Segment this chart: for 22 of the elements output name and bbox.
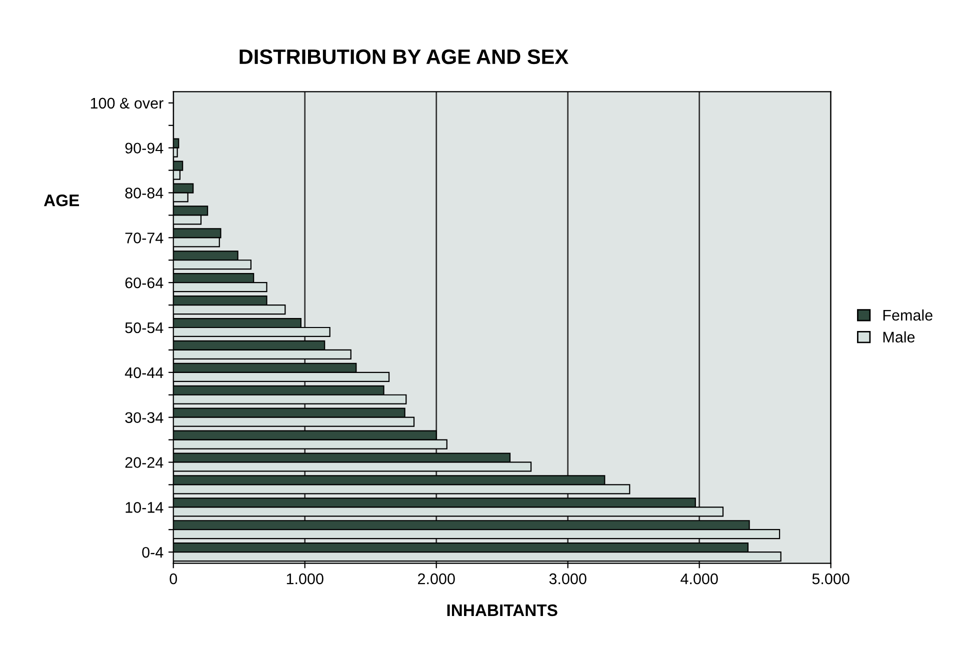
y-tick-label: 80-84	[125, 188, 164, 198]
y-tick-label: 10-14	[126, 502, 164, 513]
x-tick-label: 0	[170, 573, 178, 584]
y-tick-label: 30-34	[125, 412, 164, 424]
y-tick-label: 50-54	[125, 322, 164, 334]
x-tick-label: 1.000	[286, 573, 324, 584]
y-axis-title: AGE	[44, 194, 80, 206]
y-tick-label: 0-4	[142, 546, 164, 558]
x-tick-label: 5.000	[812, 573, 850, 584]
legend-label: Male	[883, 331, 915, 343]
x-axis-title: INHABITANTS	[447, 604, 558, 616]
y-tick-label: 70-74	[125, 232, 164, 244]
x-tick-label: 2.000	[418, 573, 455, 584]
y-tick-label: 20-24	[125, 457, 164, 468]
x-tick-label: 4.000	[680, 573, 718, 584]
y-tick-label: 40-44	[124, 367, 164, 378]
y-tick-label: 100 & over	[90, 98, 164, 109]
y-tick-label: 90-94	[125, 142, 164, 154]
y-tick-label: 60-64	[125, 277, 164, 288]
x-tick-label: 3.000	[549, 573, 586, 584]
chart-title: DISTRIBUTION BY AGE AND SEX	[240, 49, 568, 64]
legend-label: Female	[883, 309, 932, 321]
